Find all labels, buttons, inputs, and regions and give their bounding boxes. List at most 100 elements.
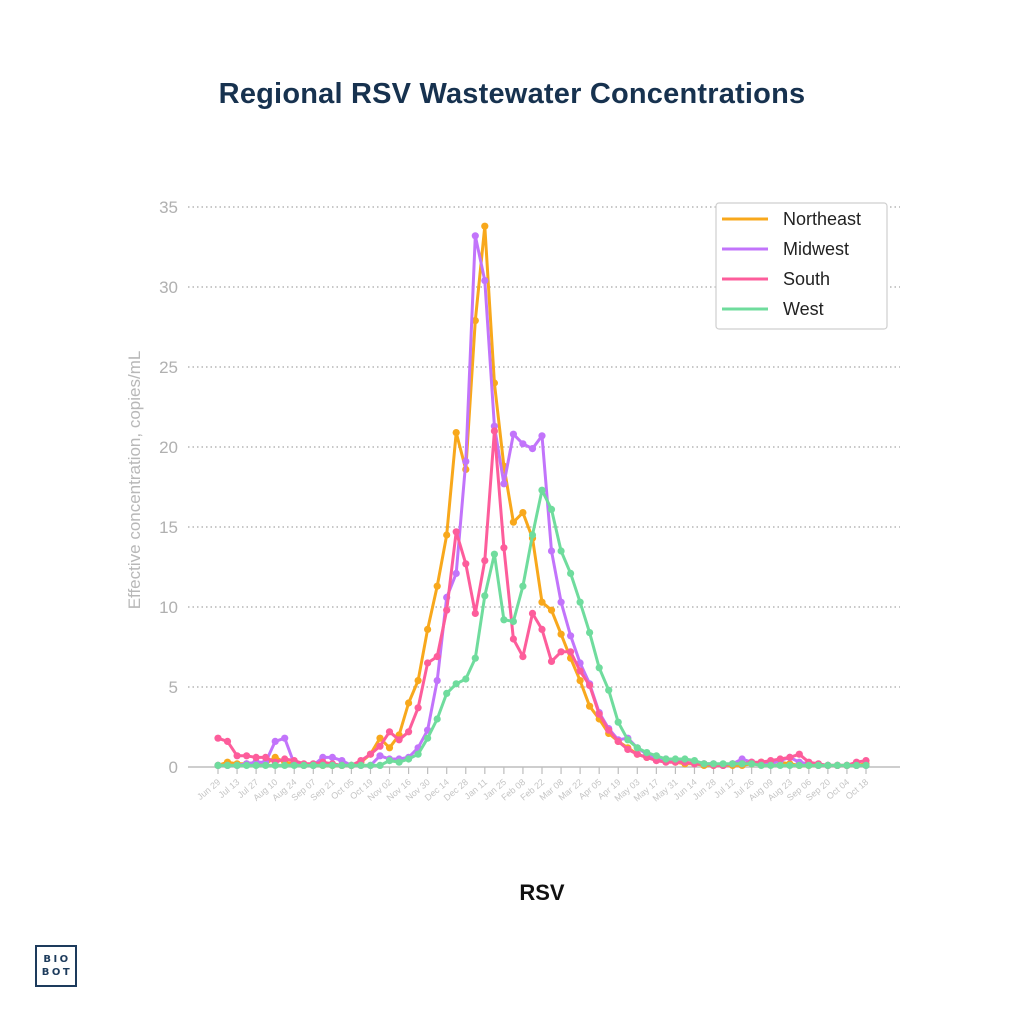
data-point xyxy=(776,755,784,763)
data-point xyxy=(795,761,803,770)
data-point xyxy=(385,744,394,752)
data-point xyxy=(424,659,432,667)
y-tick-label: 5 xyxy=(169,678,178,697)
data-point xyxy=(586,702,594,710)
data-point xyxy=(262,753,270,762)
legend-box xyxy=(715,202,888,330)
legend-label-northeast: Northeast xyxy=(783,209,861,229)
data-point xyxy=(385,728,394,736)
data-point xyxy=(357,761,365,770)
data-point xyxy=(605,726,613,734)
data-point xyxy=(300,761,308,770)
data-point xyxy=(538,486,546,494)
data-point xyxy=(595,710,603,718)
data-point xyxy=(243,752,251,760)
data-point xyxy=(376,761,384,770)
data-point xyxy=(576,667,584,675)
data-point xyxy=(252,753,260,762)
data-point xyxy=(519,582,527,590)
data-point xyxy=(547,606,556,614)
data-point xyxy=(671,755,680,763)
data-point xyxy=(452,680,460,688)
data-point xyxy=(557,598,565,606)
data-point xyxy=(462,560,470,568)
data-point xyxy=(414,704,422,712)
y-tick-label: 20 xyxy=(159,438,178,457)
data-point xyxy=(243,761,251,770)
data-point xyxy=(719,760,727,768)
data-point xyxy=(786,761,794,770)
data-point xyxy=(385,757,394,765)
data-point xyxy=(843,761,851,770)
data-point xyxy=(643,749,651,757)
data-point xyxy=(309,761,317,770)
data-point xyxy=(586,681,594,690)
data-point xyxy=(767,761,775,770)
data-point xyxy=(519,440,527,448)
data-point xyxy=(490,550,498,558)
x-axis-label: RSV xyxy=(519,880,565,905)
data-point xyxy=(433,715,441,723)
data-point xyxy=(557,630,565,638)
data-point xyxy=(586,629,594,637)
data-point xyxy=(471,317,479,325)
data-point xyxy=(795,750,803,758)
data-point xyxy=(786,753,794,762)
x-tick-label: Jun 29 xyxy=(195,777,222,802)
data-point xyxy=(729,760,737,768)
legend: Northeast Midwest South West xyxy=(715,202,888,330)
data-point xyxy=(690,757,699,765)
data-point xyxy=(462,457,470,465)
data-point xyxy=(509,518,517,526)
data-point xyxy=(452,528,460,536)
legend-label-west: West xyxy=(783,299,824,319)
data-point xyxy=(567,632,575,640)
data-point xyxy=(557,547,565,555)
data-point xyxy=(805,761,813,770)
data-point xyxy=(509,617,517,626)
data-point xyxy=(481,277,489,285)
data-point xyxy=(414,677,422,685)
data-point xyxy=(443,531,451,539)
data-point xyxy=(595,664,603,672)
y-axis: 0 5 10 15 20 25 30 35 xyxy=(159,198,178,777)
data-point xyxy=(214,761,222,770)
data-point xyxy=(700,760,708,768)
data-point xyxy=(471,654,479,662)
data-point xyxy=(443,689,451,698)
data-point xyxy=(852,761,861,770)
data-point xyxy=(347,761,355,770)
series-west xyxy=(214,486,870,770)
chart-title: Regional RSV Wastewater Concentrations xyxy=(218,78,806,110)
data-point xyxy=(405,755,413,763)
biobot-logo: BIO BOT xyxy=(35,945,77,987)
data-point xyxy=(624,736,632,744)
legend-label-south: South xyxy=(783,269,830,289)
data-point xyxy=(538,598,546,606)
data-point xyxy=(376,734,384,742)
data-point xyxy=(376,742,384,750)
data-point xyxy=(862,761,870,770)
data-point xyxy=(424,625,432,634)
data-point xyxy=(214,734,222,742)
data-point xyxy=(366,750,375,758)
y-tick-label: 0 xyxy=(169,758,178,777)
x-tick-label: Jul 13 xyxy=(217,777,242,800)
data-point xyxy=(500,480,508,488)
data-point xyxy=(433,582,441,590)
data-point xyxy=(567,569,575,578)
data-point xyxy=(281,761,289,770)
data-point xyxy=(509,430,517,438)
data-point xyxy=(490,427,498,435)
data-point xyxy=(252,761,260,770)
data-point xyxy=(481,592,489,600)
data-point xyxy=(528,531,537,539)
data-point xyxy=(662,755,670,763)
x-tick-label: Jul 12 xyxy=(712,777,737,800)
data-point xyxy=(462,675,470,683)
data-point xyxy=(471,609,479,618)
data-point xyxy=(633,750,641,758)
data-point xyxy=(271,737,279,746)
data-point xyxy=(281,755,289,763)
data-point xyxy=(547,505,556,513)
